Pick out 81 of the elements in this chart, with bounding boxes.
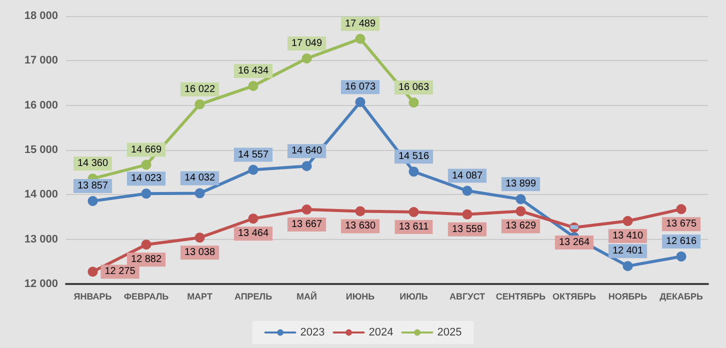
point [248,80,258,91]
x-tick-label: ФЕВРАЛЬ [124,292,170,302]
data-label: 14 516 [398,151,430,162]
data-label: 13 611 [398,222,430,233]
point [302,53,312,64]
x-tick-label: СЕНТЯБРЬ [496,292,546,302]
data-label: 14 669 [130,144,162,156]
point [141,188,152,199]
data-label: 17 049 [291,38,322,49]
point [88,196,98,206]
data-label: 16 434 [238,65,269,76]
x-tick-label: ДЕКАБРЬ [660,292,704,302]
y-tick-label: 17 000 [24,54,58,67]
point [355,97,366,108]
data-label: 12 401 [612,246,644,257]
data-label: 13 667 [291,219,322,230]
data-label: 13 629 [505,220,536,232]
point [194,232,205,243]
data-label: 13 464 [238,228,269,240]
y-tick-label: 18 000 [24,10,58,22]
data-label: 17 489 [344,18,376,30]
x-tick-label: ОКТЯБРЬ [552,292,597,302]
point [676,251,686,262]
y-tick-label: 16 000 [24,99,58,112]
data-label: 13 038 [184,247,216,258]
data-label: 13 675 [666,218,697,230]
point [302,204,312,215]
point [676,204,686,214]
point [355,34,366,44]
point [248,164,258,175]
point [408,207,419,218]
point [622,261,633,272]
data-label: 13 857 [77,180,108,192]
x-tick-label: МАЙ [296,290,317,302]
x-tick-label: НОЯБРЬ [608,292,648,302]
legend-label: 2024 [368,326,394,338]
data-label: 14 360 [77,158,108,170]
point [141,160,152,170]
point [194,188,205,198]
point [622,216,633,226]
data-label: 13 410 [612,230,644,242]
data-label: 13 264 [558,237,590,248]
point [408,98,419,108]
data-label: 13 899 [505,178,536,190]
data-label: 12 882 [130,254,162,266]
point [141,240,152,250]
x-tick-label: АВГУСТ [450,292,486,302]
x-tick-label: АПРЕЛЬ [234,292,273,302]
data-label: 14 032 [184,172,216,184]
data-label: 16 022 [184,84,216,95]
y-tick-label: 12 000 [24,278,58,290]
point [302,161,312,172]
data-label: 14 087 [452,170,483,182]
data-label: 16 073 [344,82,376,93]
x-tick-label: МАРТ [187,292,213,302]
data-label: 14 557 [238,149,269,160]
data-label: 13 559 [452,224,483,235]
data-label: 14 023 [130,173,162,184]
data-label: 12 275 [104,266,136,278]
point [516,206,526,216]
data-label: 12 616 [666,236,697,247]
point [408,166,419,177]
point [462,186,472,196]
data-label: 13 630 [344,220,376,232]
legend-label: 2023 [300,326,325,338]
legend-label: 2025 [437,326,462,338]
point [248,214,258,224]
point [569,222,580,233]
point [516,194,526,204]
point [355,206,366,216]
x-tick-label: ЯНВАРЬ [74,292,112,302]
y-tick-label: 13 000 [24,233,58,246]
data-label: 14 640 [291,146,322,157]
y-tick-label: 14 000 [24,188,58,201]
point [194,99,205,110]
x-tick-label: ИЮЛЬ [400,292,428,302]
point [88,266,98,277]
point [462,209,472,220]
y-tick-label: 15 000 [24,144,58,156]
data-label: 16 063 [398,82,430,94]
x-tick-label: ИЮНЬ [346,292,376,302]
